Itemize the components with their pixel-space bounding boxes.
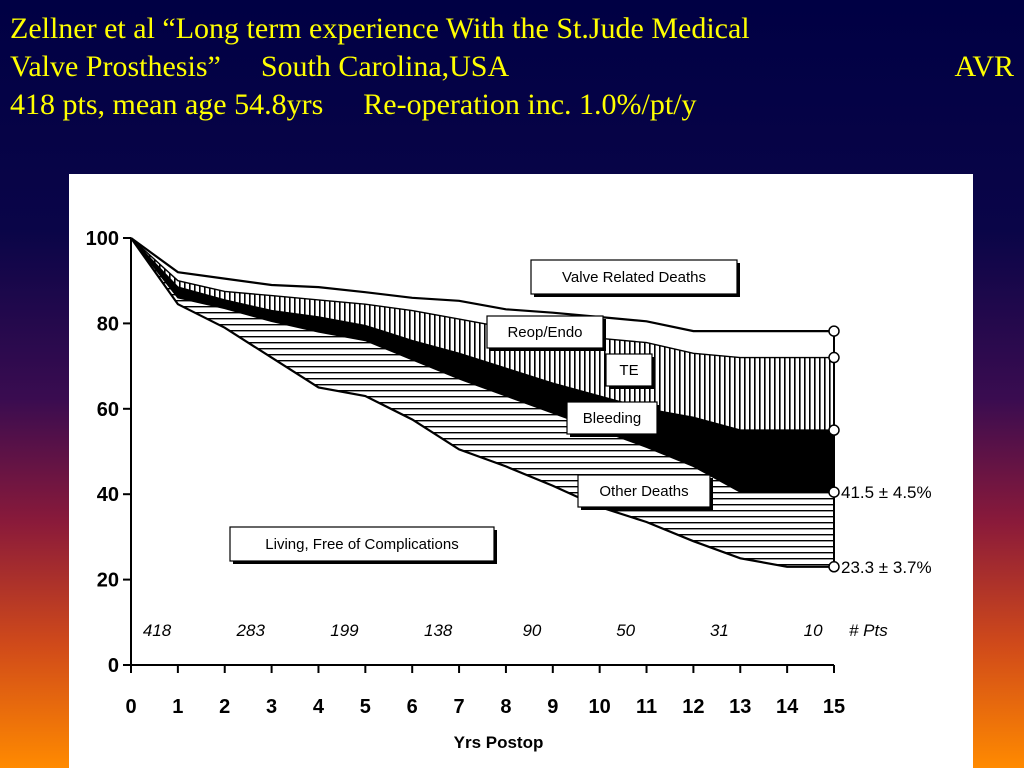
x-tick-label: 9 [547,696,558,718]
label-box [530,259,738,295]
pts-at-risk-label: # Pts [849,621,888,640]
pts-at-risk-2: 283 [236,621,266,640]
pts-at-risk-10: 50 [616,621,635,640]
y-tick-label: 80 [97,313,119,335]
label-box [486,315,604,349]
label-living-free: Living, Free of Complications [229,526,497,564]
x-tick-label: 3 [266,696,277,718]
curve-te [130,237,834,431]
end-label-event-free: 41.5 ± 4.5% [841,483,932,502]
label-other-deaths: Other Deaths [577,474,713,510]
end-marker-1 [828,351,840,364]
label-bleeding: Bleeding [566,401,660,437]
x-tick-label: 4 [313,696,325,718]
pts-at-risk-12: 31 [710,621,729,640]
x-tick-label: 6 [407,696,418,718]
label-valve-related-deaths: Valve Related Deaths [530,259,740,297]
x-axis-label: Yrs Postop [454,733,544,752]
pts-at-risk-4: 199 [330,621,359,640]
curve-valve-related-deaths [130,237,834,333]
x-tick-label: 13 [729,696,751,718]
x-tick-label: 0 [125,696,136,718]
band-te [131,238,834,431]
x-tick-label: 1 [172,696,183,718]
x-tick-label: 14 [776,696,799,718]
label-reop-endo: Reop/Endo [486,315,606,351]
title-procedure: AVR [954,50,1014,83]
slide-title: Zellner et al “Long term experience With… [10,10,1014,124]
pts-at-risk-0: 418 [143,621,172,640]
label-text: Valve Related Deaths [562,269,706,286]
x-tick-label: 7 [454,696,465,718]
curve-reop-endo [130,237,834,359]
title-line-2: Valve Prosthesis” South Carolina,USA AVR [10,48,1014,86]
label-text: Living, Free of Complications [265,536,458,553]
label-text: Bleeding [583,410,641,427]
y-tick-label: 20 [97,570,119,592]
end-marker-3 [828,486,840,498]
end-marker-4 [828,561,840,573]
end-marker-2 [828,424,840,436]
title-location: South Carolina,USA [260,50,510,83]
label-text: Reop/Endo [507,324,582,341]
title-study: Zellner et al “Long term experience With… [10,12,750,45]
label-box [229,526,495,562]
curve-bleeding [130,237,834,493]
y-tick-label: 100 [86,228,119,250]
x-tick-label: 8 [500,696,511,718]
x-tick-label: 11 [636,696,657,718]
band-reop-endo [131,238,834,358]
title-patients: 418 pts, mean age 54.8yrs [10,88,324,121]
title-line-3: 418 pts, mean age 54.8yrs Re-operation i… [10,86,1014,124]
label-box [605,353,653,387]
end-label-living-free: 23.3 ± 3.7% [841,558,932,577]
title-reoperation: Re-operation inc. 1.0%/pt/y [363,88,697,121]
y-tick-label: 0 [108,655,119,677]
x-tick-label: 5 [360,696,371,718]
pts-at-risk-6: 138 [424,621,453,640]
title-valve: Valve Prosthesis” [10,50,221,83]
x-tick-label: 2 [219,696,230,718]
pts-at-risk-8: 90 [522,621,541,640]
label-box [566,401,658,435]
x-tick-label: 10 [589,696,611,718]
label-te: TE [605,353,655,389]
label-text: Other Deaths [599,483,688,500]
title-line-1: Zellner et al “Long term experience With… [10,10,1014,48]
y-tick-label: 40 [97,484,119,506]
label-text: TE [619,362,638,379]
label-box [577,474,711,508]
end-marker-0 [828,325,840,337]
y-tick-label: 60 [97,399,119,421]
curve-living-free [130,237,834,568]
x-tick-label: 15 [823,696,845,718]
x-tick-label: 12 [682,696,704,718]
chart-panel: 0 20 40 60 80 100 0 1 2 3 4 5 6 7 8 9 10 11 12 13 14 15 Yrs Po… [69,174,973,768]
pts-at-risk-14: 10 [804,621,823,640]
